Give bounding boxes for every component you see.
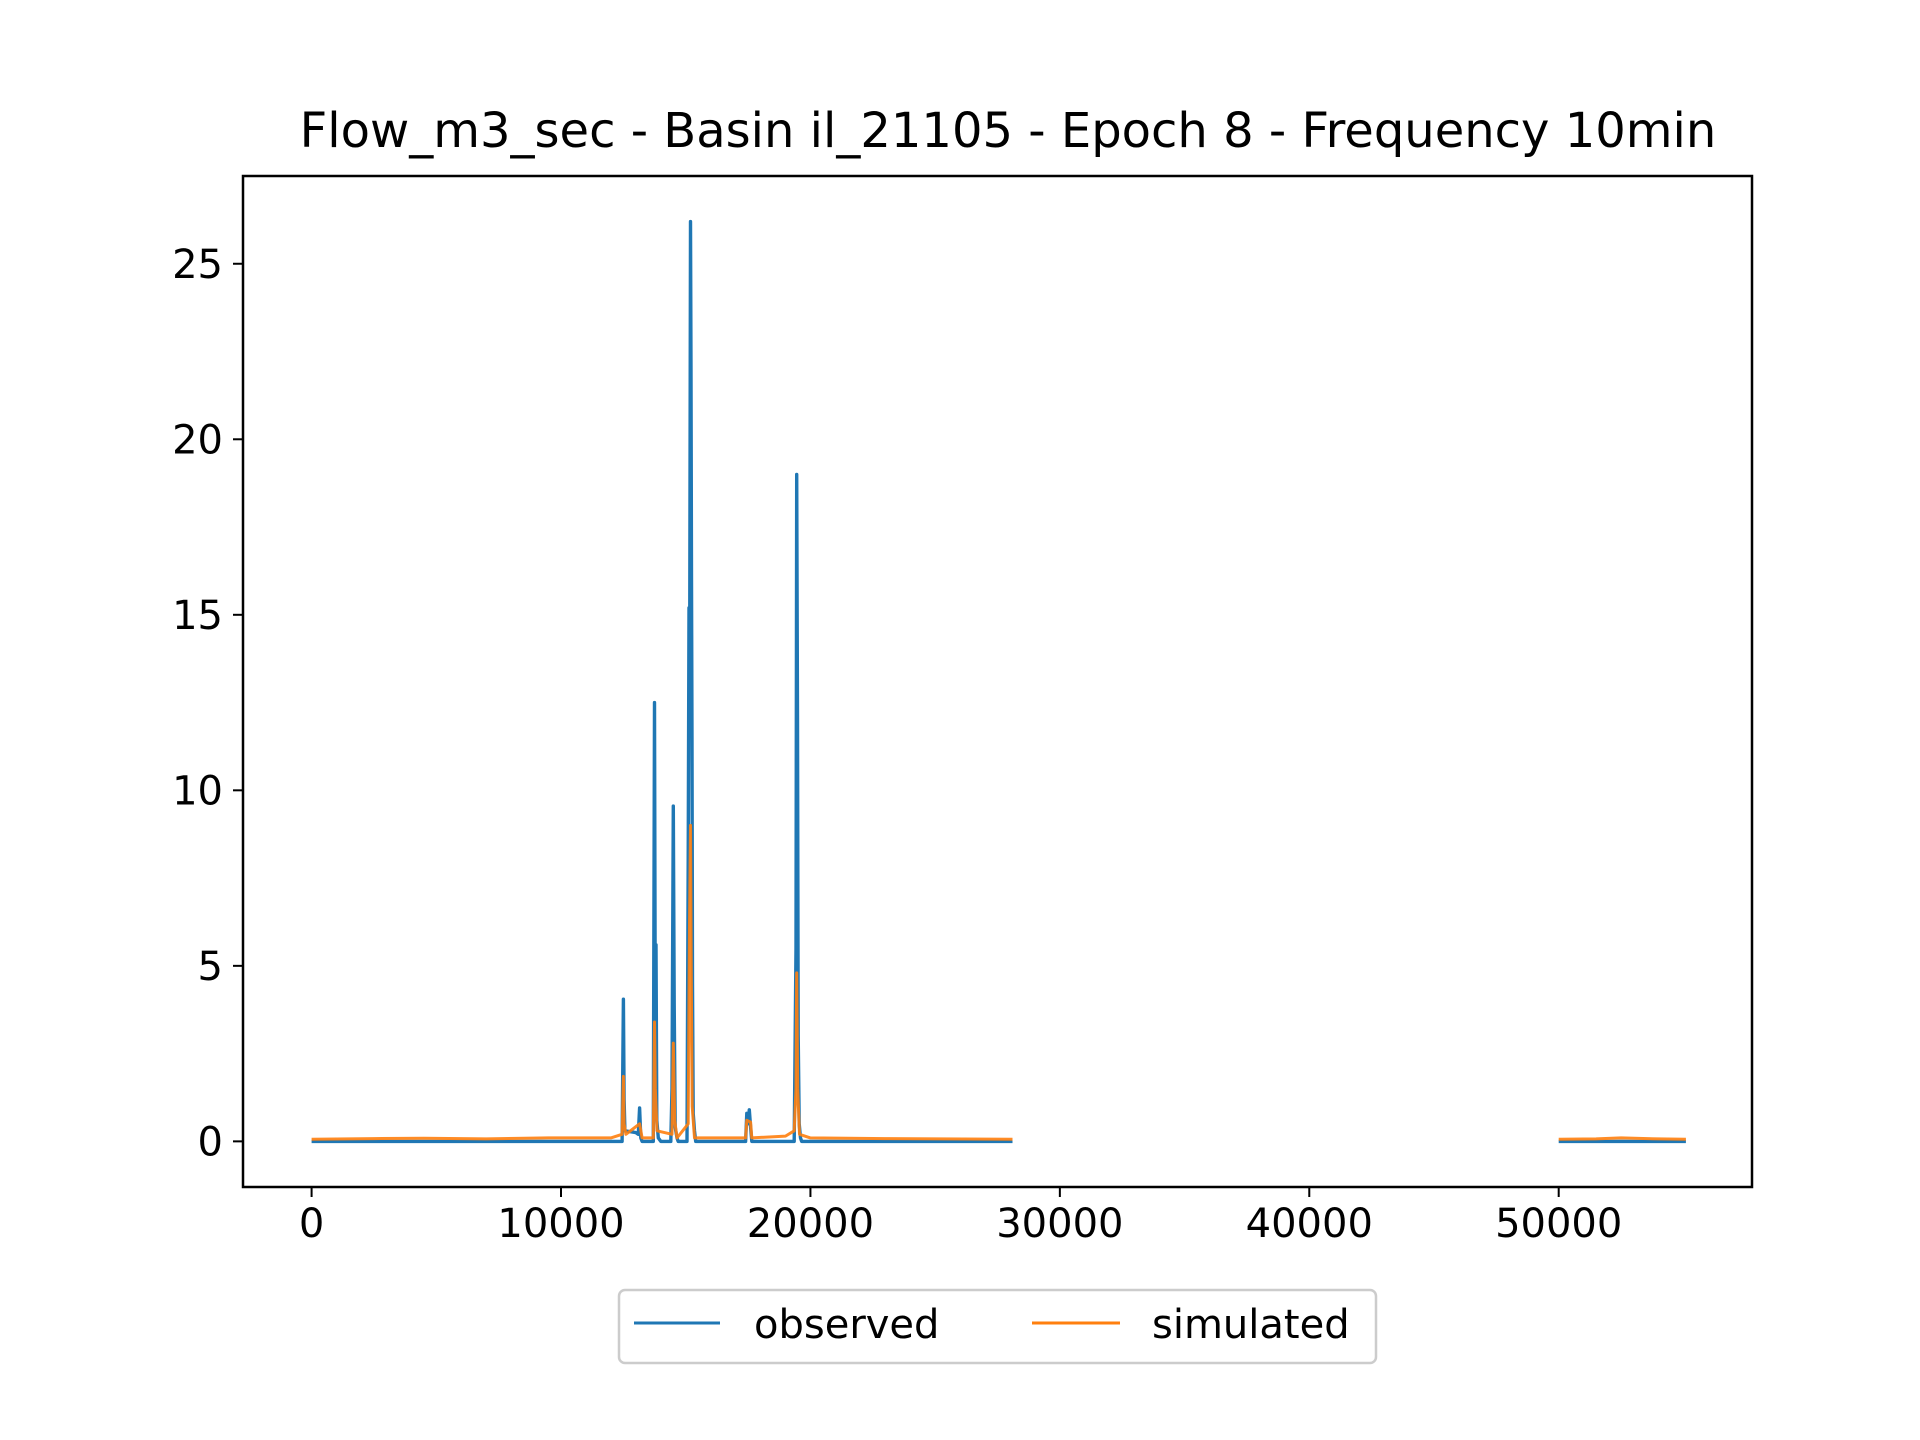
y-tick-label: 0 [198, 1119, 223, 1165]
legend-simulated-label: simulated [1152, 1302, 1350, 1348]
legend-box [617, 1288, 1378, 1365]
x-tick-label: 10000 [497, 1201, 624, 1247]
plot-area [311, 219, 1686, 1144]
chart-title: Flow_m3_sec - Basin il_21105 - Epoch 8 -… [300, 103, 1717, 159]
series-simulated-line-0 [311, 823, 1013, 1141]
legend-observed-label: observed [754, 1302, 939, 1348]
x-tick-label: 50000 [1495, 1201, 1622, 1247]
y-tick-label: 5 [198, 944, 223, 990]
axes-frame [241, 174, 1754, 1189]
y-tick-label: 25 [172, 242, 223, 288]
x-tick-label: 0 [299, 1201, 324, 1247]
y-axis-ticks: 0 5 10 15 20 25 [172, 242, 243, 1165]
series-simulated-line-1 [1558, 1136, 1686, 1141]
y-tick-label: 20 [172, 417, 223, 463]
x-tick-label: 30000 [996, 1201, 1123, 1247]
legend: observed simulated [617, 1288, 1378, 1365]
y-tick-label: 10 [172, 768, 223, 814]
x-tick-label: 40000 [1246, 1201, 1373, 1247]
y-tick-label: 15 [172, 593, 223, 639]
x-tick-label: 20000 [747, 1201, 874, 1247]
x-axis-ticks: 0 10000 20000 30000 40000 50000 [299, 1187, 1622, 1247]
